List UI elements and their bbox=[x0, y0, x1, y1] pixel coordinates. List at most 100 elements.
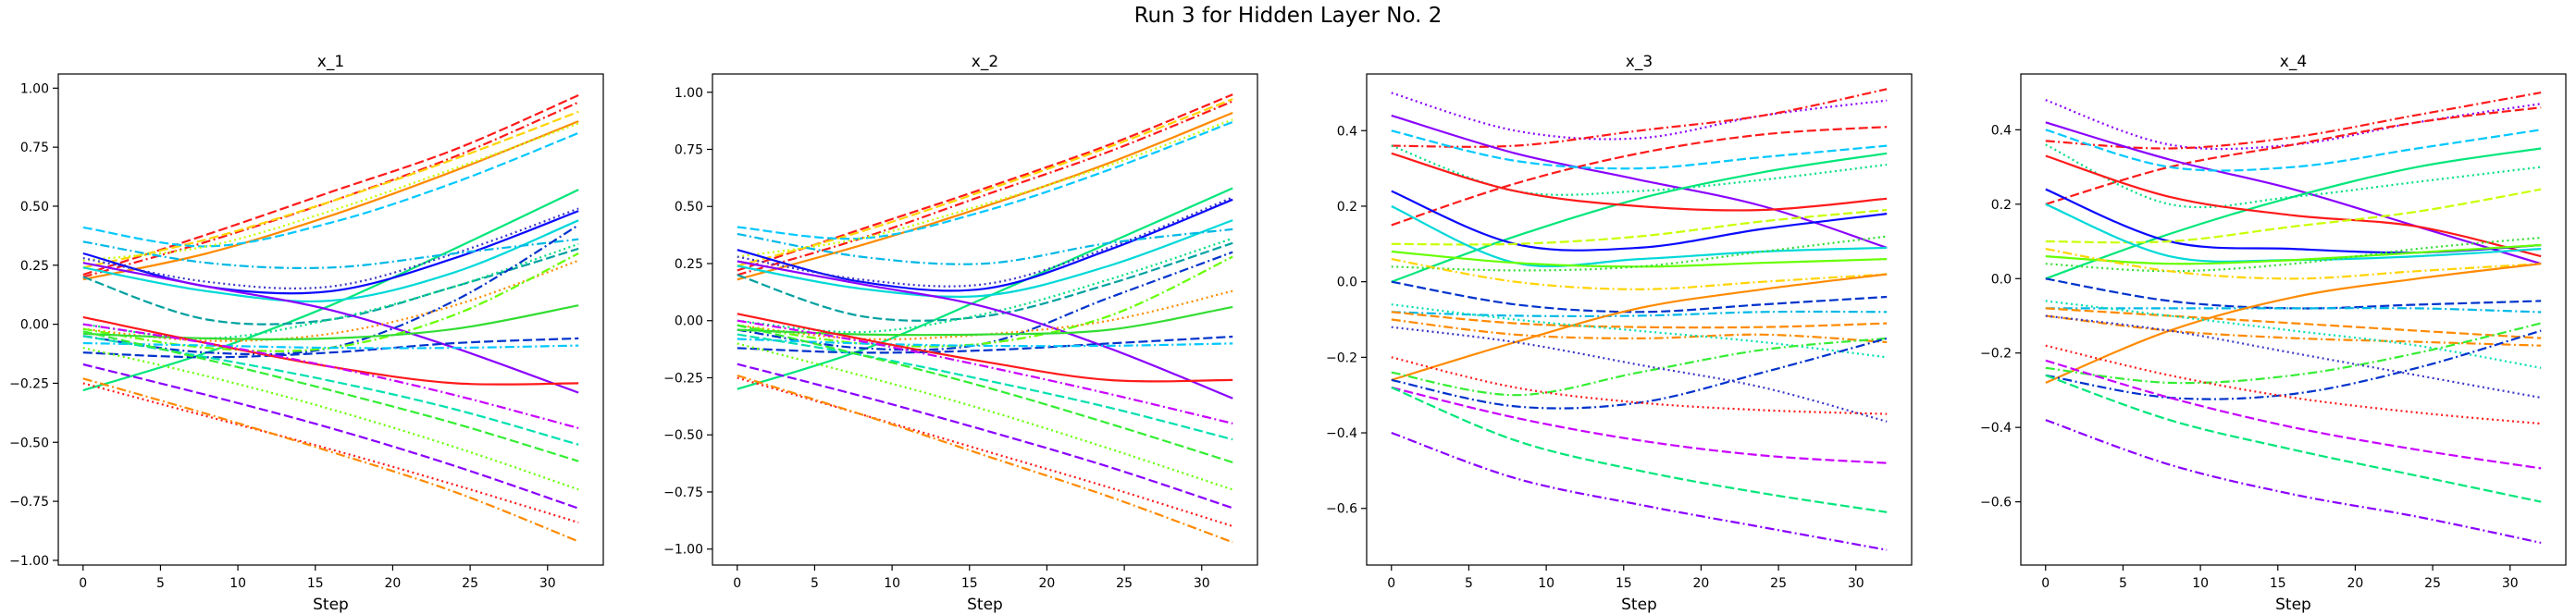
y-tick-label: 0.4 bbox=[1337, 124, 1357, 139]
series-line-5 bbox=[737, 120, 1233, 240]
y-tick-label: 1.00 bbox=[20, 81, 49, 96]
series-line-22 bbox=[737, 319, 1233, 424]
x-tick-label: 10 bbox=[229, 576, 246, 591]
series-line-10 bbox=[1391, 208, 1888, 246]
series-line-9 bbox=[1391, 190, 1888, 252]
subplot-4: 0 5 10 15 20 25 30 −0.6 −0.4 −0.2 0.0 0.2 0.4 x_4 Step bbox=[1980, 53, 2567, 614]
y-tick-label: 0.00 bbox=[675, 314, 703, 329]
x-axis-label: Step bbox=[2275, 596, 2311, 614]
x-tick-label: 15 bbox=[961, 576, 978, 591]
y-tick-label: 0.0 bbox=[1337, 276, 1357, 290]
series-line-14 bbox=[1391, 258, 1888, 290]
series-line-18 bbox=[2045, 307, 2542, 339]
x-tick-label: 5 bbox=[2119, 576, 2127, 591]
series-line-20 bbox=[2045, 300, 2542, 369]
x-tick-label: 15 bbox=[2270, 576, 2286, 591]
x-tick-label: 25 bbox=[462, 576, 478, 591]
series-line-22 bbox=[1391, 337, 1888, 410]
x-tick-label: 20 bbox=[1693, 576, 1710, 591]
series-line-11 bbox=[2045, 203, 2542, 264]
subplot-2: 0 5 10 15 20 25 30 −1.00 −0.75 −0.50 −0.25 0.00 0.25… bbox=[663, 53, 1258, 614]
subplot-title: x_2 bbox=[972, 53, 998, 71]
series-line-16 bbox=[737, 289, 1233, 341]
x-tick-label: 30 bbox=[539, 576, 556, 591]
series-line-19 bbox=[1391, 318, 1888, 344]
y-tick-label: −1.00 bbox=[9, 554, 49, 569]
series-line-27 bbox=[737, 376, 1233, 528]
series-line-3 bbox=[2045, 106, 2542, 205]
x-tick-label: 30 bbox=[1848, 576, 1864, 591]
x-tick-label: 0 bbox=[733, 576, 741, 591]
series-line-22 bbox=[82, 323, 579, 429]
series-line-19 bbox=[2045, 314, 2542, 347]
series-line-24 bbox=[1391, 356, 1888, 415]
series-line-27 bbox=[1391, 431, 1888, 551]
series-line-2 bbox=[82, 101, 579, 278]
y-tick-label: −0.75 bbox=[663, 486, 703, 500]
series-line-17 bbox=[2045, 263, 2542, 384]
series-line-24 bbox=[737, 324, 1233, 463]
series-line-17 bbox=[737, 255, 1233, 348]
series-line-17 bbox=[1391, 273, 1888, 381]
y-tick-label: −1.00 bbox=[663, 543, 703, 558]
series-group bbox=[82, 93, 579, 543]
series-line-4 bbox=[82, 120, 579, 281]
series-line-20 bbox=[82, 341, 579, 350]
y-tick-label: 0.2 bbox=[1337, 200, 1357, 215]
series-line-13 bbox=[737, 237, 1233, 334]
series-line-8 bbox=[2045, 154, 2542, 258]
series-group bbox=[737, 93, 1233, 544]
x-tick-label: 30 bbox=[1194, 576, 1210, 591]
series-line-25 bbox=[82, 347, 579, 491]
series-line-14 bbox=[82, 262, 579, 394]
series-line-11 bbox=[737, 228, 1233, 265]
series-line-6 bbox=[1391, 144, 1888, 196]
x-tick-label: 0 bbox=[79, 576, 87, 591]
series-line-10 bbox=[737, 219, 1233, 299]
y-tick-label: 0.75 bbox=[675, 143, 703, 158]
series-line-1 bbox=[82, 93, 579, 277]
x-tick-label: 5 bbox=[1465, 576, 1473, 591]
subplot-title: x_1 bbox=[317, 53, 344, 71]
series-line-8 bbox=[737, 198, 1233, 292]
x-tick-label: 10 bbox=[1538, 576, 1554, 591]
figure-title: Run 3 for Hidden Layer No. 2 bbox=[1133, 4, 1443, 28]
series-line-18 bbox=[737, 305, 1233, 337]
plot-frame bbox=[2020, 73, 2567, 566]
series-line-5 bbox=[2045, 129, 2542, 172]
series-line-4 bbox=[1391, 126, 1888, 227]
series-line-9 bbox=[737, 196, 1233, 288]
y-tick-label: 0.25 bbox=[675, 257, 703, 272]
series-line-12 bbox=[2045, 243, 2542, 265]
series-line-11 bbox=[82, 238, 579, 269]
series-line-21 bbox=[1391, 337, 1888, 397]
series-line-27 bbox=[82, 382, 579, 524]
series-line-20 bbox=[1391, 303, 1888, 359]
series-line-14 bbox=[737, 260, 1233, 400]
series-line-23 bbox=[1391, 326, 1888, 423]
series-line-6 bbox=[737, 118, 1233, 258]
series-line-28 bbox=[82, 377, 579, 543]
y-tick-label: 1.00 bbox=[675, 86, 703, 101]
x-tick-label: 15 bbox=[1616, 576, 1632, 591]
y-tick-label: 0.00 bbox=[20, 318, 49, 333]
series-line-6 bbox=[82, 122, 579, 262]
x-axis-label: Step bbox=[313, 596, 349, 614]
x-tick-label: 20 bbox=[385, 576, 402, 591]
x-tick-label: 25 bbox=[1770, 576, 1787, 591]
x-tick-label: 25 bbox=[2424, 576, 2441, 591]
series-line-19 bbox=[737, 335, 1233, 354]
y-tick-label: −0.4 bbox=[1326, 426, 1357, 441]
series-group bbox=[1391, 88, 1888, 551]
y-tick-label: 0.2 bbox=[1991, 198, 2012, 213]
x-tick-label: 0 bbox=[2041, 576, 2050, 591]
series-line-1 bbox=[1391, 92, 1888, 141]
series-line-21 bbox=[737, 313, 1233, 383]
series-line-1 bbox=[737, 93, 1233, 272]
series-line-27 bbox=[2045, 419, 2542, 544]
series-line-13 bbox=[1391, 235, 1888, 272]
x-tick-label: 10 bbox=[884, 576, 900, 591]
x-tick-label: 20 bbox=[1039, 576, 1056, 591]
x-tick-label: 5 bbox=[811, 576, 819, 591]
x-axis-label: Step bbox=[1621, 596, 1657, 614]
